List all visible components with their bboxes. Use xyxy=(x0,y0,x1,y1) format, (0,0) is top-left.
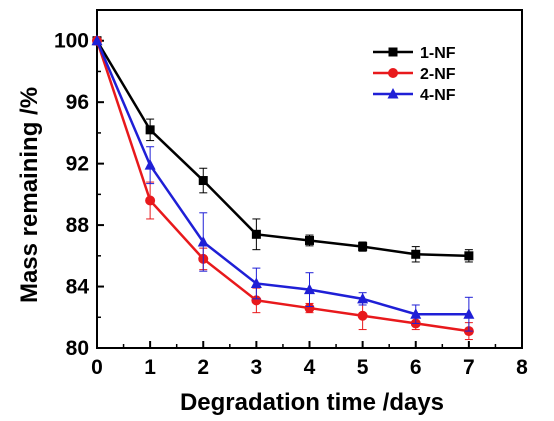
data-point xyxy=(305,235,314,245)
data-point xyxy=(145,125,155,135)
series-line xyxy=(95,40,469,316)
x-tick-label: 7 xyxy=(463,356,475,379)
series-line xyxy=(95,40,470,333)
legend-entry: 4-NF xyxy=(373,87,456,104)
x-tick-label: 0 xyxy=(91,356,103,379)
data-point xyxy=(357,292,369,304)
legend-entry: 1-NF xyxy=(373,45,456,62)
data-point xyxy=(91,34,103,46)
x-axis-title: Degradation time /days xyxy=(180,389,444,416)
data-point xyxy=(358,242,368,252)
x-tick-label: 2 xyxy=(197,356,209,379)
x-tick-label: 8 xyxy=(516,356,528,379)
series-1-NF xyxy=(92,36,474,263)
axes: 0 1 2 3 4 5 6 7 8 80 84 88 92 96 100 xyxy=(54,9,528,379)
y-axis-title: Mass remaining /% xyxy=(16,87,43,303)
legend-marker xyxy=(388,68,398,78)
legend-label: 1-NF xyxy=(420,45,456,62)
y-tick-label: 96 xyxy=(66,91,89,114)
data-point xyxy=(410,308,422,319)
y-tick-label: 80 xyxy=(66,337,89,360)
data-point xyxy=(304,283,315,295)
y-tick-label: 100 xyxy=(54,30,89,53)
legend-label: 2-NF xyxy=(420,66,456,83)
series-line xyxy=(95,40,469,258)
series-layer xyxy=(91,34,475,341)
data-point xyxy=(198,176,208,186)
series-2-NF xyxy=(92,35,474,341)
x-tick-label: 6 xyxy=(410,356,422,379)
x-tick-label: 1 xyxy=(144,356,156,379)
legend-marker xyxy=(388,47,398,57)
data-point xyxy=(197,235,209,247)
x-tick-label: 5 xyxy=(357,356,369,379)
legend-entry: 2-NF xyxy=(373,66,456,83)
series-4-NF xyxy=(91,34,475,332)
data-point xyxy=(463,308,475,319)
x-tick-label: 4 xyxy=(304,356,316,379)
legend-marker xyxy=(387,88,399,99)
y-tick-label: 84 xyxy=(66,276,90,299)
data-point xyxy=(251,229,261,239)
legend-label: 4-NF xyxy=(420,87,456,104)
y-tick-label: 92 xyxy=(66,153,89,176)
y-tick-label: 88 xyxy=(66,214,90,237)
data-point xyxy=(250,277,262,288)
data-point xyxy=(464,251,474,261)
data-point xyxy=(251,295,262,306)
data-point xyxy=(145,195,156,206)
legend: 1-NF 2-NF 4-NF xyxy=(373,45,456,104)
data-point xyxy=(357,310,368,321)
x-tick-label: 3 xyxy=(251,356,263,379)
data-point xyxy=(144,159,156,170)
data-point xyxy=(304,303,315,314)
data-point xyxy=(411,249,421,259)
